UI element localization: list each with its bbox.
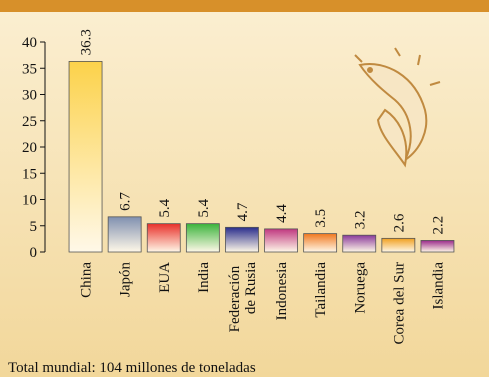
y-tick-label: 35 — [22, 61, 37, 77]
value-label: 3.2 — [352, 210, 368, 229]
value-label: 3.5 — [313, 209, 329, 228]
value-label: 2.2 — [430, 216, 446, 235]
x-tick-label: Tailandia — [313, 262, 329, 318]
bar — [381, 237, 416, 253]
y-tick-label: 10 — [22, 193, 37, 209]
value-label: 6.7 — [118, 192, 134, 211]
y-tick-label: 0 — [30, 245, 38, 261]
x-tick-label: EUA — [157, 262, 173, 293]
bar — [68, 61, 103, 253]
bar — [342, 234, 377, 253]
value-label: 36.3 — [79, 29, 95, 55]
y-tick-label: 20 — [22, 140, 37, 156]
value-label: 4.4 — [274, 204, 290, 223]
bar — [225, 226, 259, 253]
value-label: 4.7 — [235, 202, 251, 221]
bar — [303, 233, 338, 253]
bar — [107, 216, 142, 253]
y-tick-label: 40 — [22, 35, 37, 51]
bar — [146, 223, 181, 253]
bar — [420, 240, 455, 253]
y-tick-label: 15 — [22, 166, 37, 182]
label-line: Federación — [227, 262, 243, 332]
value-label: 2.6 — [391, 213, 407, 232]
x-tick-label: Federación de Rusia — [227, 262, 259, 333]
x-tick-label: Islandia — [430, 262, 446, 310]
top-band — [0, 0, 489, 12]
x-tick-label: China — [79, 262, 95, 298]
x-tick-label: Indonesia — [274, 262, 290, 321]
bar — [185, 223, 220, 253]
bar — [264, 228, 298, 253]
label-line: de Rusia — [243, 262, 259, 314]
value-label: 5.4 — [196, 198, 212, 217]
x-tick-label: Corea del Sur — [391, 262, 407, 344]
x-tick-label: India — [196, 262, 212, 293]
x-tick-label: Noruega — [352, 262, 368, 314]
footnote: Total mundial: 104 millones de toneladas — [8, 360, 256, 376]
fish-illustration — [354, 47, 441, 168]
y-tick-label: 30 — [22, 88, 37, 104]
y-tick-label: 25 — [22, 114, 37, 130]
x-tick-label: Japón — [118, 262, 134, 297]
y-tick-label: 5 — [30, 219, 38, 235]
value-label: 5.4 — [157, 198, 173, 217]
